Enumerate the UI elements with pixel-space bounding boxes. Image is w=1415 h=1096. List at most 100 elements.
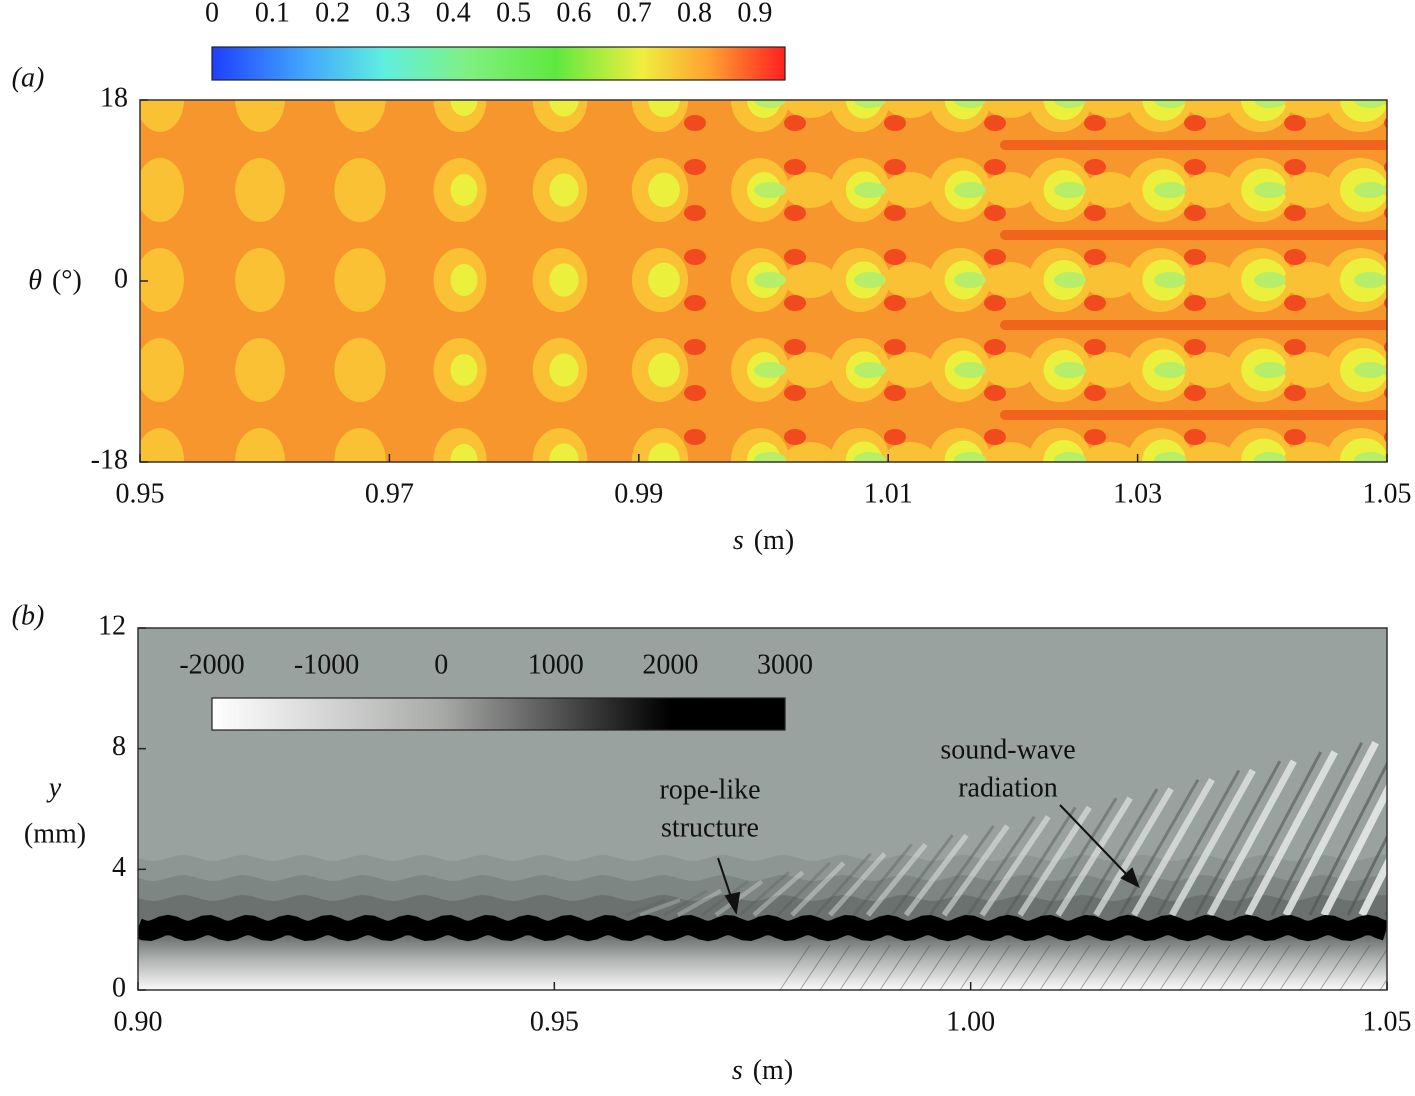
colorbar-tick-label: -1000 [294,649,359,680]
blob [648,172,680,208]
spot [684,339,706,355]
blob [1084,352,1136,388]
ripple [859,944,891,990]
blob [754,362,786,378]
x-tick-label: 1.05 [1363,478,1412,509]
blob [1184,352,1236,388]
spot [784,429,806,445]
spot [1284,249,1306,265]
axis-symbol: s [733,525,744,556]
spot [884,339,906,355]
stripe [828,852,887,917]
stripe [890,834,954,916]
ripple [899,944,931,990]
spot [1284,159,1306,175]
x-tick-label: 0.90 [114,1006,163,1037]
colorbar-tick-label: -2000 [179,649,244,680]
annotation-arrows [717,804,1140,915]
ripple [1179,944,1211,990]
spot [884,295,906,311]
blob [984,262,1036,298]
spot [1084,339,1106,355]
colorbar-tick-label: 0.3 [375,0,410,28]
y-tick-label: 0 [112,972,126,1003]
stripe [852,843,913,916]
streak [1000,230,1387,240]
blob [854,182,886,198]
blob [334,338,386,402]
stripe [1131,778,1215,917]
blob [784,442,836,462]
blob [984,442,1036,462]
blob [954,182,986,198]
blob [1084,100,1136,118]
stripe [790,861,846,917]
stripe [941,824,1010,917]
blob [235,428,285,462]
contour-field [138,628,1387,990]
blob [235,158,285,222]
ripple [799,944,831,990]
spot [684,159,706,175]
spot [1284,295,1306,311]
stripe [1004,806,1077,916]
blob [450,354,478,386]
spot [884,249,906,265]
blob [1254,452,1286,462]
ripple [779,944,811,990]
spot [984,429,1006,445]
stripe [1093,787,1174,917]
blob [549,173,579,207]
stripe [1080,788,1159,916]
ripple [1239,944,1271,990]
blob [1354,182,1386,198]
spot [884,205,906,221]
blob [334,248,386,312]
spot [984,295,1006,311]
blob [884,352,936,388]
rope [138,914,1387,942]
ripple [1219,944,1251,990]
ripple [1019,944,1051,990]
blob [1254,272,1286,288]
blob [549,100,579,117]
spot [684,115,706,131]
annotation: structure [661,812,759,843]
spot [684,385,706,401]
stripe [1270,741,1364,916]
blob [648,352,680,388]
stripe [1282,740,1379,917]
ripple [1339,944,1371,990]
spot [884,159,906,175]
stripe [903,833,969,917]
spot [984,159,1006,175]
stripe [1346,833,1387,916]
spot [1184,115,1206,131]
blob [1154,272,1186,288]
y-tick-label: 4 [112,852,126,883]
stripe [1308,760,1387,916]
blob [1384,451,1387,462]
spot [1084,249,1106,265]
blob [1354,100,1386,108]
spot [784,385,806,401]
colorbar-tick-label: 0 [205,0,219,28]
ripple [1319,944,1351,990]
spot [984,249,1006,265]
spot [784,205,806,221]
stripe [1358,856,1387,917]
blob [1384,361,1387,379]
spot [1184,159,1206,175]
spot [984,385,1006,401]
colorbar-tick-label: 0.9 [737,0,772,28]
ripple [979,944,1011,990]
stripe [639,898,681,917]
stripe [739,871,790,917]
ripple [939,944,971,990]
y-axis-label: y [46,772,62,803]
blob [854,100,886,108]
ripple [819,944,851,990]
x-tick-label: 1.00 [946,1006,995,1037]
blob [754,272,786,288]
blob [1184,442,1236,462]
